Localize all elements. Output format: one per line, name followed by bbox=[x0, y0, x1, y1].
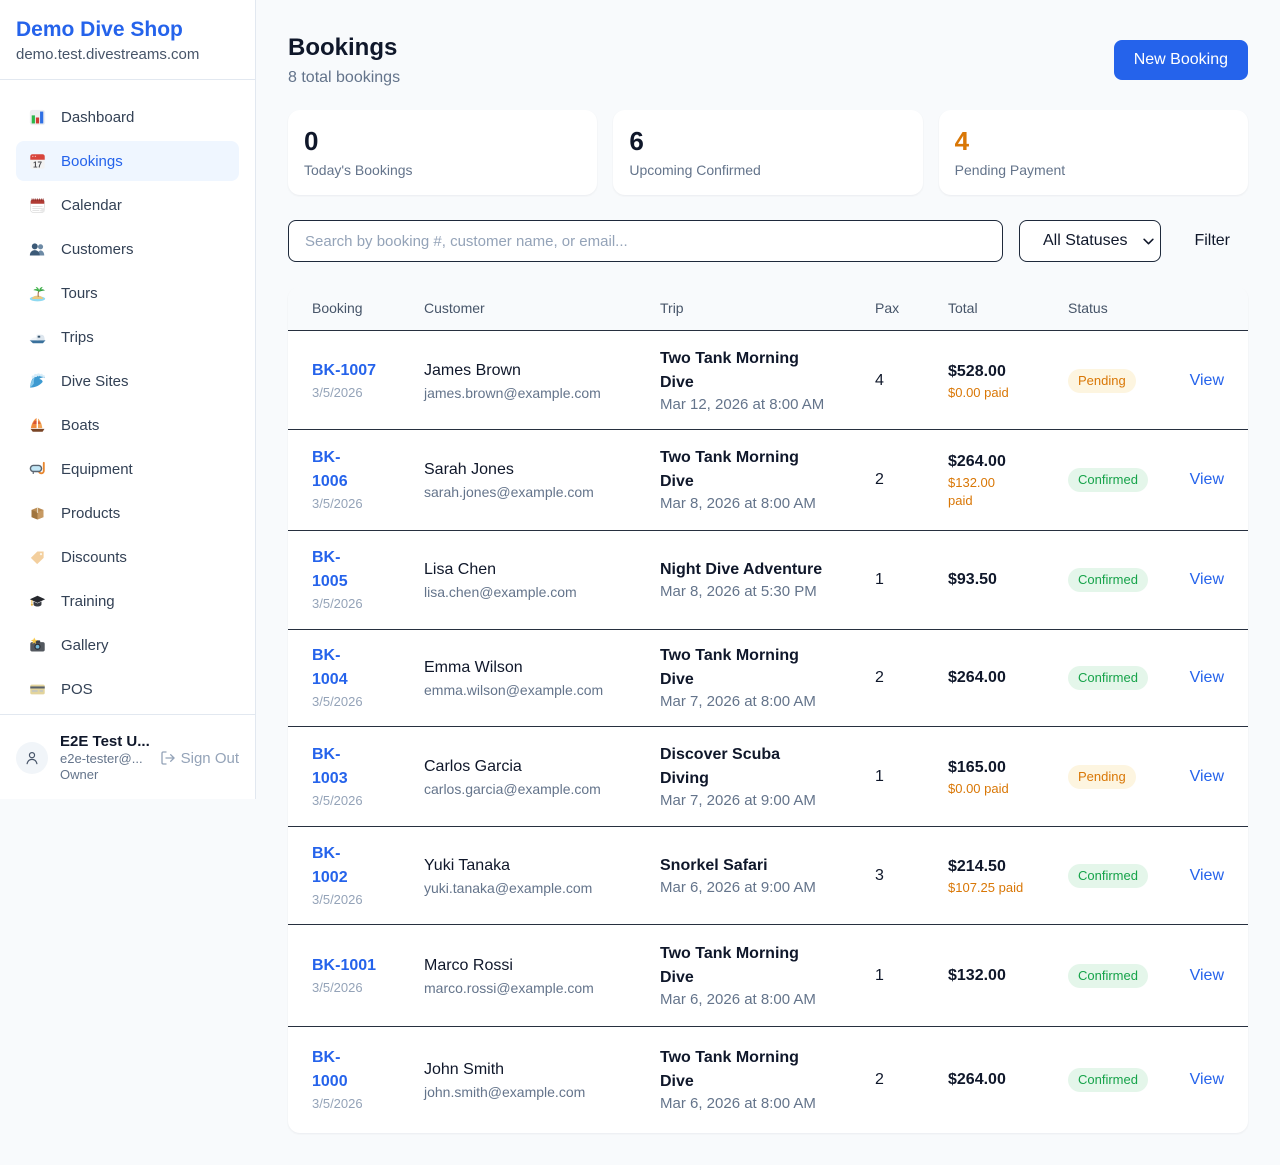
svg-text:17: 17 bbox=[33, 160, 42, 169]
